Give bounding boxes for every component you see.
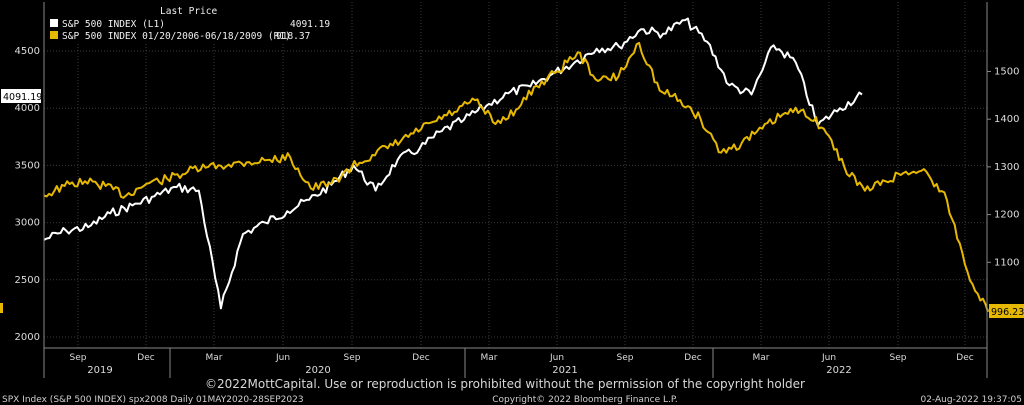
month-label: Sep <box>70 353 87 363</box>
copyright-watermark: ©2022MottCapital. Use or reproduction is… <box>205 377 805 391</box>
legend-swatch-white <box>50 19 58 27</box>
right-tick-label: 1300 <box>994 162 1019 173</box>
series-lines <box>43 17 989 313</box>
left-tick-label: 3500 <box>15 160 40 171</box>
series-line-gold <box>43 41 989 313</box>
month-label: Sep <box>617 353 634 363</box>
legend-swatch-gold <box>50 31 58 39</box>
month-label: Dec <box>684 353 701 363</box>
right-tick-label: 1500 <box>994 66 1019 77</box>
month-label: Jun <box>549 353 564 363</box>
legend-series-2-name: S&P 500 INDEX 01/20/2006-06/18/2009 (R1) <box>62 31 291 42</box>
left-axis: 4500 4000 3500 3000 2500 2000 <box>15 46 40 343</box>
legend-series-1-value: 4091.19 <box>290 19 330 30</box>
grid-lines <box>44 2 987 348</box>
x-axis-months: Sep Dec Mar Jun Sep Dec Mar Jun Sep Dec Mar Jun Sep D… <box>70 353 974 363</box>
left-tick-label: 2000 <box>15 332 40 343</box>
year-label: 2022 <box>826 365 851 376</box>
month-label: Jun <box>275 353 290 363</box>
right-last-price-tag: 996.23 <box>989 304 1024 318</box>
footer-security: SPX Index (S&P 500 INDEX) spx2008 Daily … <box>2 395 304 405</box>
month-label: Dec <box>412 353 429 363</box>
month-label: Mar <box>481 353 498 363</box>
legend-series-1-name: S&P 500 INDEX (L1) <box>62 19 165 30</box>
x-axis-years: 2019 2020 2021 2022 <box>43 348 988 378</box>
month-label: Jun <box>821 353 836 363</box>
left-tag-value: 4091.19 <box>3 92 42 103</box>
right-tag-value: 996.23 <box>991 307 1024 318</box>
left-tick-label: 3000 <box>15 218 40 229</box>
year-label: 2020 <box>305 365 330 376</box>
right-axis: 150014001300120011001000 <box>987 66 1019 316</box>
series-line-white <box>43 17 863 310</box>
legend: Last Price S&P 500 INDEX (L1) 4091.19 S&… <box>46 2 330 44</box>
month-label: Mar <box>753 353 770 363</box>
left-tick-label: 2500 <box>15 275 40 286</box>
left-tick-label: 4500 <box>15 46 40 57</box>
left-edge-marker <box>0 303 3 313</box>
right-tick-label: 1400 <box>994 114 1019 125</box>
left-tick-label: 4000 <box>15 103 40 114</box>
left-tag-box <box>1 89 41 103</box>
legend-background <box>46 2 321 44</box>
right-tick-label: 1100 <box>994 257 1019 268</box>
month-label: Mar <box>206 353 223 363</box>
month-label: Sep <box>344 353 361 363</box>
month-label: Dec <box>137 353 154 363</box>
legend-series-2-value: 918.37 <box>276 31 310 42</box>
year-label: 2021 <box>552 365 577 376</box>
left-last-price-tag: 4091.19 <box>1 89 42 103</box>
footer-copyright: Copyright© 2022 Bloomberg Finance L.P. <box>492 395 677 405</box>
right-tick-label: 1200 <box>994 210 1019 221</box>
right-tag-box <box>989 304 1024 318</box>
footer-timestamp: 02-Aug-2022 19:37:05 <box>920 395 1022 405</box>
month-label: Dec <box>956 353 973 363</box>
year-label: 2019 <box>87 365 112 376</box>
month-label: Sep <box>890 353 907 363</box>
legend-header: Last Price <box>160 6 217 17</box>
